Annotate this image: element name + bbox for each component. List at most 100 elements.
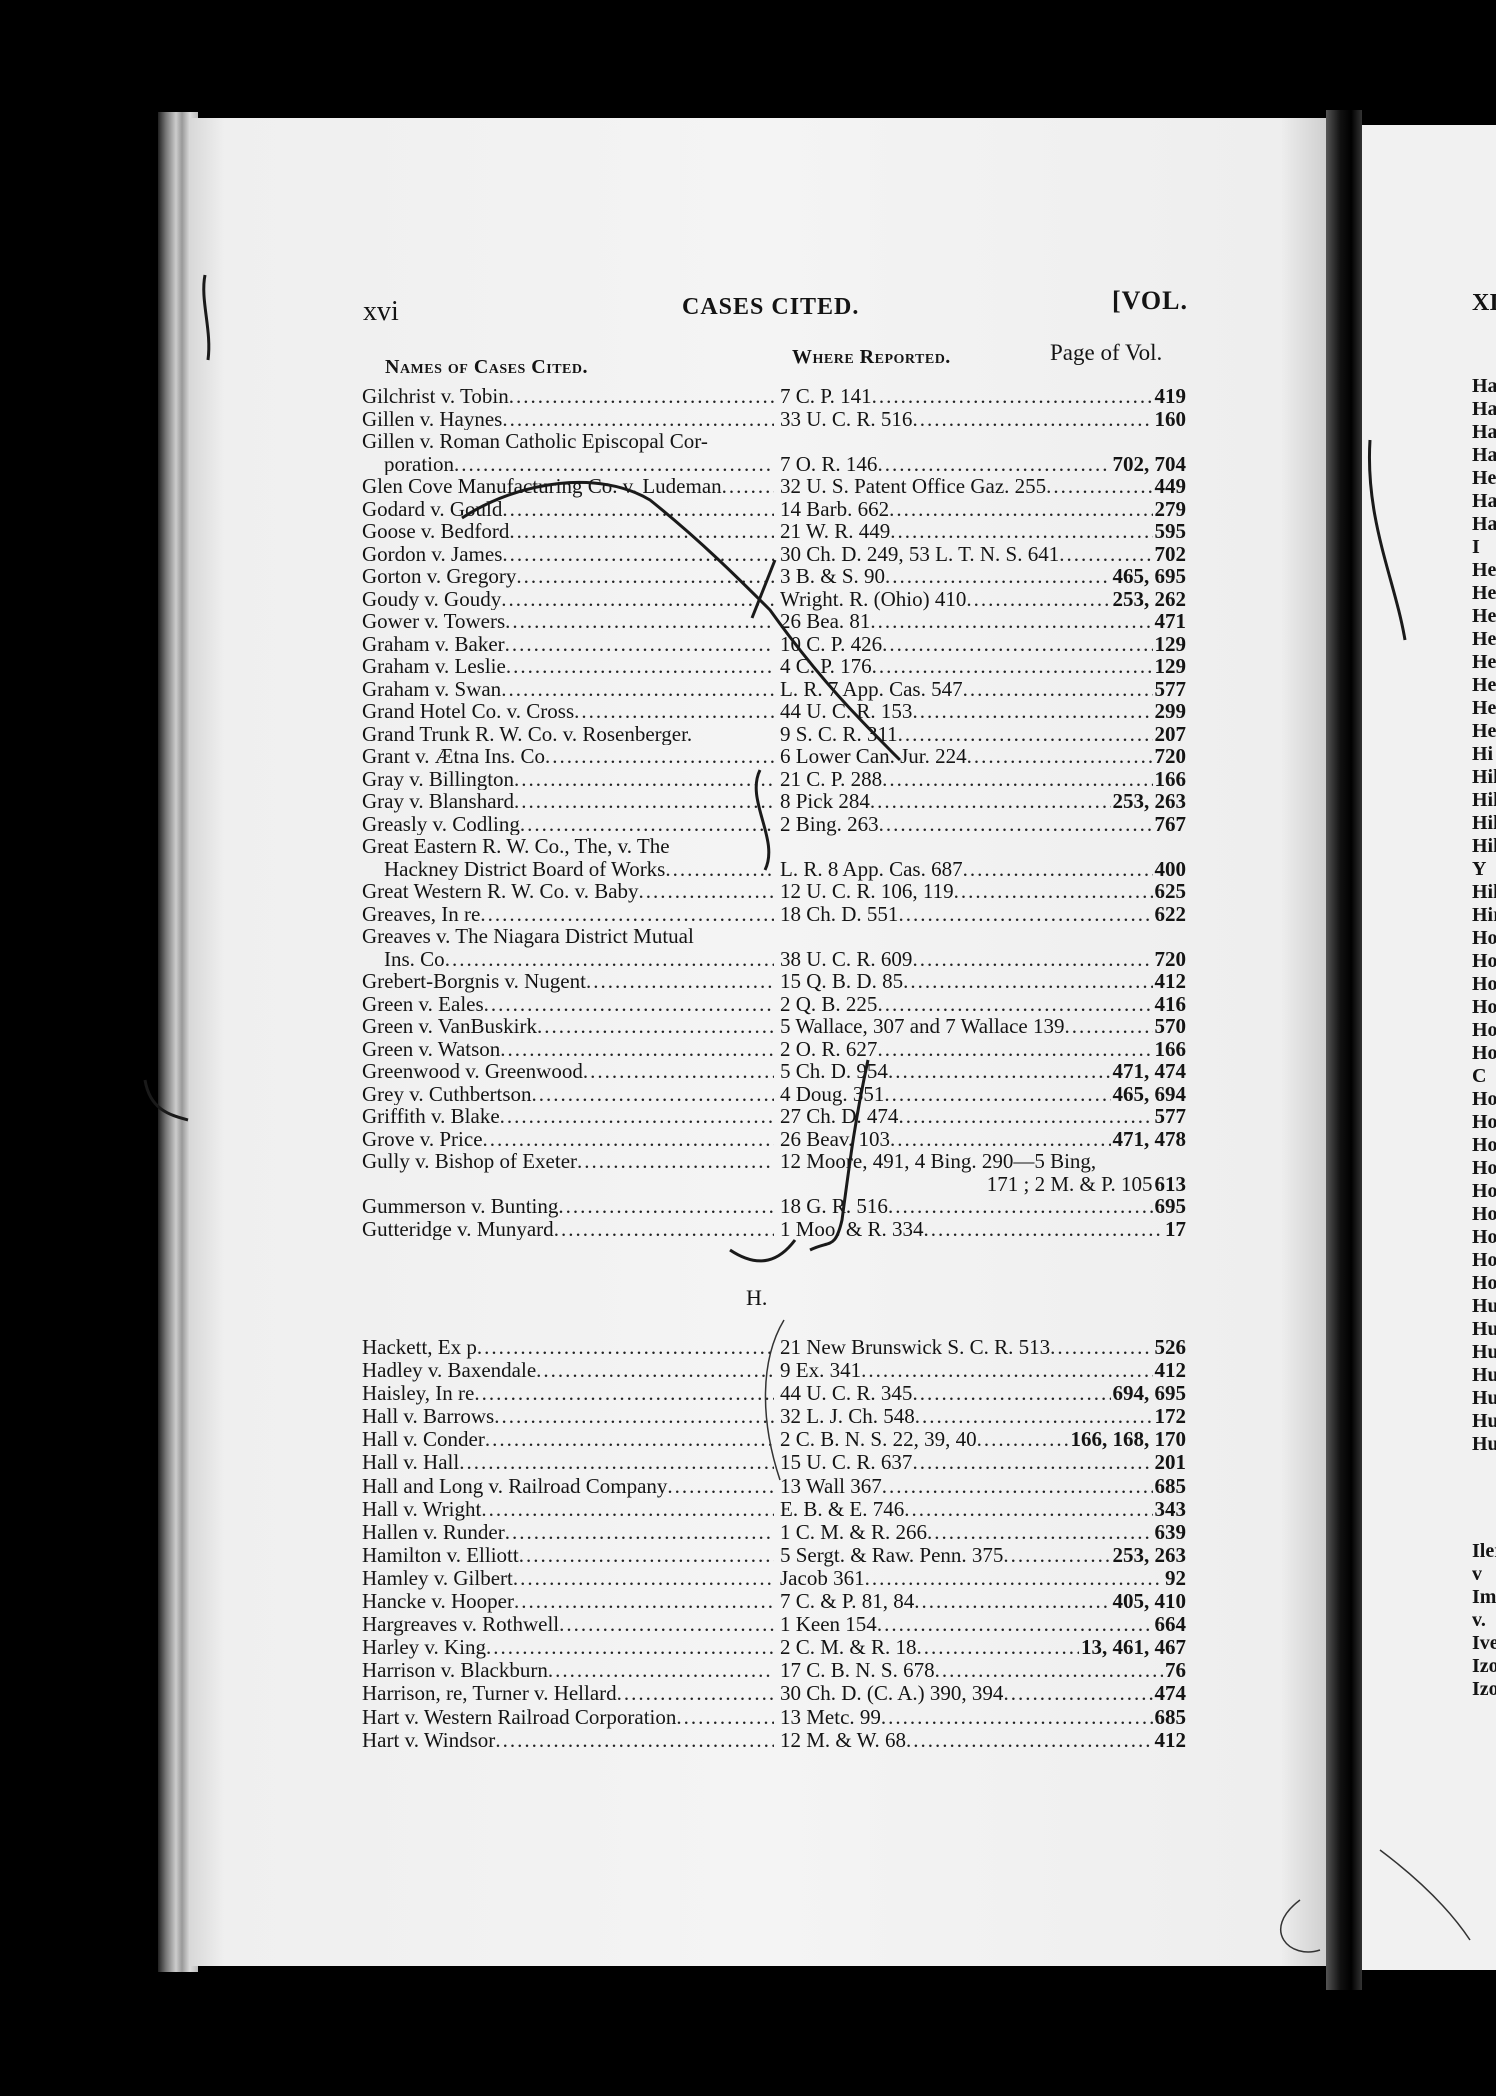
facing-page-fragment: Hun <box>1472 1364 1496 1386</box>
citation: 2 O. R. 627 <box>780 1036 878 1061</box>
case-name: Hart v. Western Railroad Corporation <box>362 1705 677 1729</box>
case-name: Gorton v. Gregory <box>362 565 517 588</box>
page-number: 702, 704 <box>1112 451 1187 476</box>
case-name-cell: Goudy v. Goudy <box>362 588 774 611</box>
citation: 1 Keen 154 <box>780 1612 877 1637</box>
case-name: Greasly v. Codling <box>362 812 520 835</box>
case-name: Grand Trunk R. W. Co. v. Rosenberger. <box>362 722 693 745</box>
facing-page-fragment: Hol <box>1472 1088 1496 1110</box>
case-name-cell: Graham v. Leslie <box>362 655 774 678</box>
citation-cell: 4 Doug. 351 465, 694 <box>774 1081 1187 1106</box>
page-number: 201 <box>1154 1450 1187 1475</box>
page-number: 160 <box>1154 406 1187 431</box>
page-number: 720 <box>1154 946 1187 971</box>
cases-list-g: Gilchrist v. Tobin7 C. P. 141419Gillen v… <box>362 385 1186 1240</box>
citation: 26 Beav. 103 <box>780 1126 891 1151</box>
page-number: 17 <box>1165 1216 1186 1241</box>
table-row: Gorton v. Gregory 3 B. & S. 90 465, 695 <box>362 565 1186 588</box>
case-name: Gully v. Bishop of Exeter <box>362 1150 578 1173</box>
citation-cell: 5 Ch. D. 954 471, 474 <box>774 1060 1186 1083</box>
case-name-cell: Great Western R. W. Co. v. Baby <box>362 880 774 903</box>
case-name-cell: Grey v. Cuthbertson <box>362 1083 774 1106</box>
case-name-cell: Hamley v. Gilbert <box>362 1567 774 1590</box>
citation: 1 C. M. & R. 266 <box>780 1519 928 1544</box>
citation-cell: 21 New Brunswick S. C. R. 513 526 <box>774 1335 1186 1359</box>
page-number: 129 <box>1154 654 1187 678</box>
facing-page-fragment: Hou <box>1472 1226 1496 1248</box>
facing-page-fragment: Hol <box>1472 1042 1496 1064</box>
citation-cell: 44 U. C. R. 345 694, 695 <box>774 1382 1186 1405</box>
case-name: Great Western R. W. Co. v. Baby <box>362 880 639 903</box>
citation: 33 U. C. R. 516 <box>780 406 913 431</box>
pen-mark <box>143 1079 189 1122</box>
page-number: 720 <box>1154 744 1187 768</box>
citation-cell: 33 U. C. R. 516 160 <box>774 406 1187 431</box>
page-number: 465, 694 <box>1112 1081 1187 1106</box>
case-name: Grove v. Price <box>362 1127 483 1150</box>
facing-page-fragment: Hol <box>1472 996 1496 1018</box>
table-row: Hall v. Wright E. B. & E. 746 343 <box>362 1496 1187 1521</box>
column-header-page: Page of Vol. <box>1050 340 1163 365</box>
case-name-cell: Ins. Co <box>362 948 774 971</box>
table-row: Graham v. Baker 10 C. P. 426 129 <box>362 632 1186 656</box>
page-number: 207 <box>1154 721 1187 746</box>
facing-page-fragment: He <box>1472 582 1496 604</box>
page-number: 405, 410 <box>1112 1589 1187 1614</box>
case-name: Green v. VanBuskirk <box>362 1015 537 1038</box>
table-row: Ins. Co 38 U. C. R. 609 720 <box>362 946 1187 971</box>
table-row: Gully v. Bishop of Exeter 12 Moore, 491, … <box>362 1150 1186 1173</box>
facing-page-fragment: v. <box>1472 1609 1486 1631</box>
case-name-cell: Hallen v. Runder <box>362 1521 774 1544</box>
page-number: 767 <box>1154 811 1187 836</box>
facing-page-fragment: Hor <box>1472 1134 1496 1156</box>
page-number: 419 <box>1154 384 1187 408</box>
case-name-cell: Haisley, In re <box>362 1382 774 1405</box>
pen-mark <box>202 274 211 361</box>
page-number: 92 <box>1165 1565 1186 1590</box>
citation-cell: Wright. R. (Ohio) 410 253, 262 <box>774 587 1186 611</box>
page-number: 412 <box>1154 969 1187 993</box>
table-row: Harrison, re, Turner v. Hellard 30 Ch. D.… <box>362 1682 1186 1705</box>
facing-page-fragment: He <box>1472 651 1496 673</box>
citation: 12 M. & W. 68 <box>780 1727 907 1752</box>
case-name: Grebert-Borgnis v. Nugent <box>362 970 586 993</box>
table-row: Hart v. Windsor 12 M. & W. 68 412 <box>362 1727 1186 1752</box>
facing-page-fragment: He <box>1472 628 1496 650</box>
citation: 8 Pick 284 <box>780 789 870 813</box>
case-name-cell: Green v. Watson <box>362 1038 774 1061</box>
citation: 1 Moo. & R. 334 <box>780 1216 924 1241</box>
citation: 30 Ch. D. 249, 53 L. T. N. S. 641 <box>780 541 1060 566</box>
case-name-cell: Graham v. Swan <box>362 678 774 701</box>
facing-page-fragment: C <box>1472 1065 1487 1087</box>
facing-page-fragments-i: Iler vImpev.IvesoIzodIzon <box>1472 1540 1496 1701</box>
citation-cell: 6 Lower Can. Jur. 224 720 <box>774 745 1186 768</box>
case-name-cell: Gully v. Bishop of Exeter <box>362 1150 774 1173</box>
facing-page-fragment: Hug <box>1472 1341 1496 1363</box>
citation-cell: 18 G. R. 516 695 <box>774 1195 1186 1218</box>
page-folio: xvi <box>363 296 399 327</box>
citation: 2 Q. B. 225 <box>780 991 878 1016</box>
facing-page-fragments: Ha Ha Ha Ha He Ha Ha I He He He He He He He He Hi Hil Hil H… <box>1472 375 1496 1456</box>
facing-page-fragment: Ha <box>1472 398 1496 420</box>
table-row: Hackett, Ex p 21 New Brunswick S. C. R. 5… <box>362 1335 1186 1359</box>
citation-cell: 21 C. P. 288 166 <box>774 766 1186 791</box>
page-number: 343 <box>1154 1496 1187 1521</box>
facing-page-fragment: Impe <box>1472 1586 1496 1608</box>
citation: 21 W. R. 449 <box>780 519 891 543</box>
facing-page-folio: XI <box>1472 290 1496 316</box>
page-number: 279 <box>1154 496 1187 521</box>
citation: 30 Ch. D. (C. A.) 390, 394 <box>780 1681 1004 1706</box>
case-name-cell: Hackney District Board of Works <box>362 858 774 881</box>
citation: 21 C. P. 288 <box>780 766 883 791</box>
citation: 44 U. C. R. 345 <box>780 1381 913 1406</box>
case-name-cell: Hall v. Barrows <box>362 1405 774 1428</box>
case-name-cell: Grant v. Ætna Ins. Co <box>362 745 774 768</box>
citation-cell: 1 C. M. & R. 266 639 <box>774 1519 1186 1544</box>
citation-cell: E. B. & E. 746 343 <box>774 1496 1187 1521</box>
table-row: Gordon v. James 30 Ch. D. 249, 53 L. T. N… <box>362 541 1186 566</box>
facing-page-fragment: Hi <box>1472 743 1494 765</box>
pen-mark <box>1279 1849 1471 1953</box>
facing-page-fragment: Hil <box>1472 812 1496 834</box>
facing-page-fragment: He <box>1472 559 1496 581</box>
case-name: Griffith v. Blake <box>362 1105 500 1128</box>
